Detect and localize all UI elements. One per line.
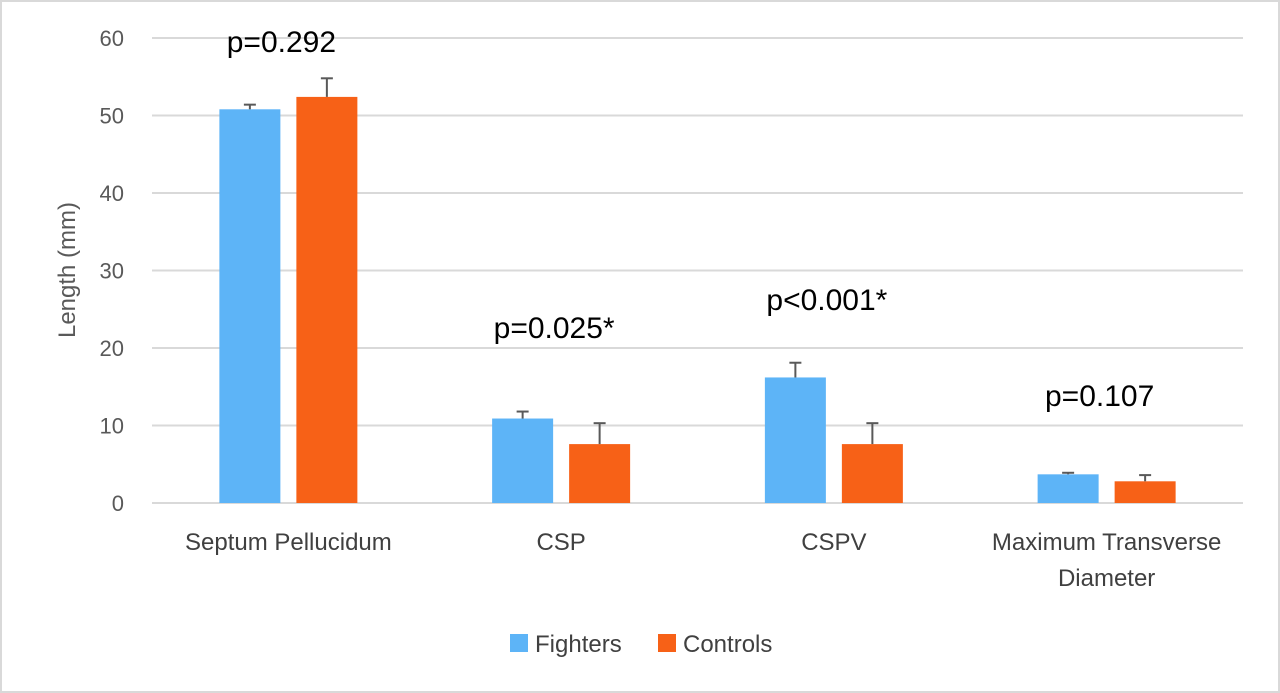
bar-fighters bbox=[764, 377, 826, 503]
y-axis-title: Length (mm) bbox=[54, 202, 81, 338]
legend-label-fighters: Fighters bbox=[535, 631, 622, 658]
bar-controls bbox=[296, 96, 358, 504]
y-tick-label: 30 bbox=[100, 259, 124, 284]
bar-fighters bbox=[492, 418, 554, 503]
bar-controls bbox=[569, 444, 631, 503]
category-label: Diameter bbox=[1058, 565, 1155, 592]
bars bbox=[219, 96, 1176, 504]
legend-swatch-controls bbox=[658, 634, 676, 652]
legend-label-controls: Controls bbox=[683, 631, 772, 658]
y-tick-label: 0 bbox=[112, 491, 124, 516]
bar-controls bbox=[1114, 481, 1176, 503]
bar-fighters bbox=[219, 109, 281, 504]
legend-swatch-fighters bbox=[510, 634, 528, 652]
category-label: Maximum Transverse bbox=[992, 529, 1221, 556]
p-value-annotation: p=0.025* bbox=[494, 312, 615, 345]
category-label: Septum Pellucidum bbox=[185, 529, 392, 556]
p-value-annotation: p=0.292 bbox=[227, 26, 336, 59]
category-label: CSP bbox=[536, 529, 585, 556]
p-value-annotation: p=0.107 bbox=[1045, 380, 1154, 413]
y-axis-ticks: 0 10 20 30 40 50 60 bbox=[100, 26, 124, 516]
category-label: CSPV bbox=[801, 529, 866, 556]
p-value-annotation: p<0.001* bbox=[766, 284, 887, 317]
annotations: p=0.292 p=0.025* p<0.001* p=0.107 bbox=[227, 26, 1155, 413]
y-tick-label: 20 bbox=[100, 336, 124, 361]
y-tick-label: 60 bbox=[100, 26, 124, 51]
y-tick-label: 50 bbox=[100, 104, 124, 129]
error-bars bbox=[243, 77, 1152, 482]
legend: Fighters Controls bbox=[510, 631, 772, 658]
category-labels: Septum Pellucidum CSP CSPV Maximum Transver… bbox=[185, 529, 1221, 592]
y-tick-label: 40 bbox=[100, 181, 124, 206]
y-tick-label: 10 bbox=[100, 414, 124, 439]
bar-fighters bbox=[1037, 474, 1099, 503]
bar-controls bbox=[841, 444, 903, 503]
